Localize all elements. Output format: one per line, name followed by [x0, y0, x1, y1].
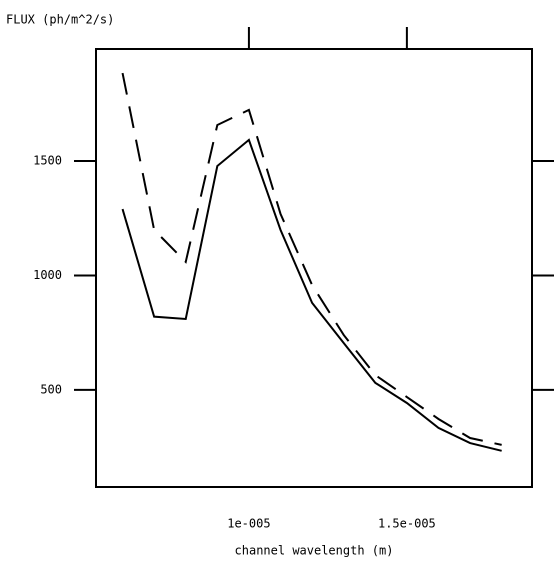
line-series — [121, 72, 502, 446]
y-tick-label: 500 — [40, 382, 62, 396]
x-axis-label: channel wavelength (m) — [235, 544, 394, 558]
y-tick-label: 1000 — [33, 268, 62, 282]
y-axis-label: FLUX (ph/m^2/s) — [6, 13, 114, 27]
y-tick-label: 1500 — [33, 153, 62, 167]
x-tick-label: 1.5e-005 — [378, 517, 436, 531]
x-tick-label: 1e-005 — [227, 517, 270, 531]
line-series — [121, 138, 502, 452]
plot-frame — [95, 48, 533, 488]
